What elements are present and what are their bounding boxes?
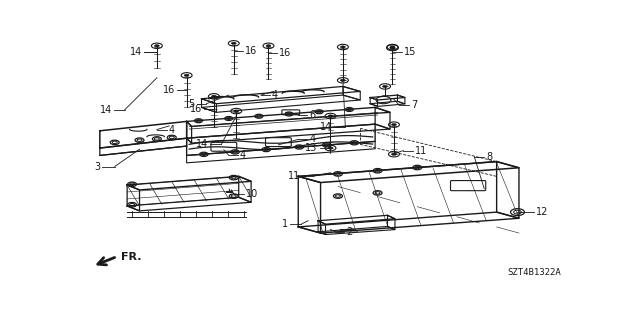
Text: 2: 2 (346, 227, 353, 237)
Text: 15: 15 (404, 47, 417, 57)
Circle shape (340, 46, 346, 48)
Text: 16: 16 (244, 46, 257, 56)
Circle shape (340, 79, 346, 82)
Circle shape (184, 74, 189, 76)
Text: 11: 11 (288, 172, 300, 181)
Text: 16: 16 (163, 85, 175, 95)
Text: 4: 4 (240, 150, 246, 160)
Text: 14: 14 (99, 105, 112, 115)
Text: 14: 14 (320, 122, 332, 132)
Circle shape (154, 44, 159, 47)
Text: 8: 8 (486, 152, 492, 162)
Text: 4: 4 (169, 124, 175, 135)
Text: 4: 4 (272, 90, 278, 100)
Bar (226, 191, 232, 192)
Text: SZT4B1322A: SZT4B1322A (508, 268, 561, 277)
Circle shape (383, 85, 387, 88)
Circle shape (231, 42, 236, 44)
Text: 14: 14 (131, 47, 143, 57)
Text: 5: 5 (188, 99, 195, 109)
Circle shape (234, 110, 239, 112)
Circle shape (390, 46, 395, 49)
Text: 1: 1 (282, 220, 288, 229)
Circle shape (328, 115, 333, 117)
Text: 11: 11 (415, 146, 428, 156)
Text: 7: 7 (411, 100, 417, 110)
Circle shape (392, 153, 396, 156)
Text: 4: 4 (309, 134, 316, 144)
Circle shape (392, 124, 396, 126)
Text: 12: 12 (536, 207, 548, 217)
Text: 16: 16 (280, 48, 292, 58)
Text: 6: 6 (309, 110, 316, 120)
Text: FR.: FR. (121, 252, 141, 262)
Circle shape (211, 95, 216, 98)
Circle shape (328, 147, 333, 149)
Circle shape (266, 44, 271, 47)
Circle shape (390, 46, 395, 48)
Text: 13: 13 (305, 143, 317, 153)
Text: 3: 3 (94, 162, 100, 172)
Text: 14: 14 (196, 139, 209, 149)
Text: 10: 10 (246, 188, 258, 199)
Text: 16: 16 (190, 104, 202, 114)
